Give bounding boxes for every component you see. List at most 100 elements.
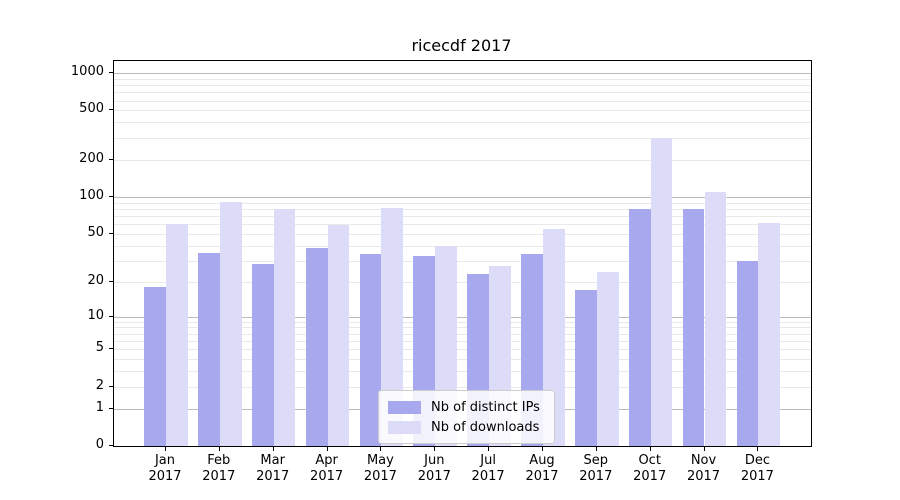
y-tick-mark — [109, 445, 113, 446]
gridline-minor — [114, 260, 811, 262]
legend-label-downloads: Nb of downloads — [431, 419, 540, 435]
x-tick-mark — [649, 447, 651, 451]
plot-area — [113, 60, 812, 447]
x-tick-mark — [272, 447, 274, 451]
legend-item-downloads: Nb of downloads — [388, 417, 540, 437]
gridline-minor — [114, 327, 811, 329]
gridline-minor — [114, 215, 811, 217]
y-tick-mark — [109, 407, 113, 409]
legend-swatch-distinct-ips — [388, 400, 421, 414]
gridline-minor — [114, 137, 811, 139]
y-tick-mark — [109, 72, 113, 73]
x-tick-label: Dec 2017 — [740, 453, 774, 484]
gridline-minor — [114, 333, 811, 335]
gridline-minor — [114, 224, 811, 226]
x-tick-mark — [542, 447, 543, 451]
x-tick-label: Mar 2017 — [256, 453, 290, 484]
y-tick-label: 0 — [95, 437, 104, 452]
gridline-minor — [114, 208, 811, 210]
gridline-minor — [114, 371, 811, 373]
x-tick-mark — [434, 447, 436, 451]
gridline-minor — [114, 85, 811, 87]
y-tick-mark — [109, 232, 113, 234]
x-tick-label: Nov 2017 — [686, 453, 721, 484]
x-tick-label: May 2017 — [363, 453, 397, 484]
gridline-minor — [114, 122, 811, 124]
bar-downloads — [166, 224, 188, 446]
x-tick-label: Feb 2017 — [202, 453, 236, 484]
y-tick-label: 50 — [87, 224, 104, 240]
x-tick-label: Aug 2017 — [525, 453, 559, 484]
bar-downloads — [219, 201, 242, 446]
gridline-major — [114, 73, 811, 74]
gridline-major — [114, 196, 811, 198]
gridline-minor — [114, 321, 811, 323]
gridline-minor — [114, 159, 811, 161]
legend-swatch-downloads — [388, 420, 421, 434]
bar-downloads — [704, 191, 727, 446]
bar-downloads — [596, 272, 619, 446]
x-tick-mark — [757, 447, 759, 451]
gridline-minor — [114, 233, 811, 235]
bar-distinct-ips — [144, 287, 166, 446]
bar-downloads — [273, 209, 296, 446]
y-tick-mark — [109, 158, 113, 160]
gridline-minor — [114, 281, 811, 283]
x-tick-mark — [218, 447, 220, 451]
x-tick-mark — [380, 447, 382, 451]
gridline-minor — [114, 245, 811, 247]
bar-distinct-ips — [575, 290, 597, 446]
bar-distinct-ips — [305, 248, 328, 446]
bar-distinct-ips — [359, 254, 382, 446]
x-tick-label: Apr 2017 — [310, 453, 344, 484]
gridline-minor — [114, 110, 811, 112]
y-tick-mark — [109, 348, 113, 350]
x-tick-label: Jan 2017 — [148, 453, 182, 484]
gridline-minor — [114, 341, 811, 342]
x-tick-mark — [595, 447, 597, 451]
gridline-minor — [114, 386, 811, 388]
x-tick-mark — [703, 447, 705, 451]
gridline-major — [114, 316, 811, 318]
gridline-minor — [114, 100, 811, 102]
x-tick-mark — [488, 447, 490, 451]
x-tick-label: Sep 2017 — [579, 453, 613, 484]
chart-title: ricecdf 2017 — [411, 36, 512, 55]
x-tick-label: Oct 2017 — [633, 453, 667, 484]
y-tick-label: 5 — [95, 340, 104, 356]
legend: Nb of distinct IPs Nb of downloads — [378, 390, 555, 444]
y-tick-label: 1 — [95, 399, 104, 415]
bar-downloads — [758, 223, 781, 446]
y-tick-label: 2 — [95, 377, 104, 393]
gridline-minor — [114, 202, 811, 204]
bar-distinct-ips — [251, 264, 274, 446]
bar-distinct-ips — [736, 260, 759, 446]
bar-downloads — [381, 208, 404, 446]
y-tick-mark — [109, 315, 113, 317]
gridline-minor — [114, 78, 811, 80]
bar-distinct-ips — [198, 252, 220, 446]
x-tick-label: Jun 2017 — [417, 453, 451, 484]
x-tick-mark — [165, 447, 166, 451]
y-tick-mark — [109, 195, 113, 197]
bar-distinct-ips — [682, 209, 705, 446]
y-tick-label: 500 — [79, 101, 104, 117]
legend-item-distinct-ips: Nb of distinct IPs — [388, 397, 540, 417]
x-tick-label: Jul 2017 — [471, 453, 505, 484]
y-tick-label: 100 — [79, 187, 104, 203]
y-tick-mark — [109, 280, 113, 282]
bar-downloads — [650, 137, 673, 446]
x-tick-mark — [326, 447, 328, 451]
y-tick-label: 20 — [87, 272, 104, 288]
legend-label-distinct-ips: Nb of distinct IPs — [431, 399, 540, 415]
y-tick-label: 200 — [79, 150, 104, 166]
y-tick-mark — [109, 109, 113, 111]
bar-distinct-ips — [628, 208, 651, 446]
gridline-minor — [114, 349, 811, 351]
gridline-minor — [114, 92, 811, 94]
y-tick-label: 10 — [87, 307, 104, 323]
y-tick-mark — [109, 385, 113, 387]
y-tick-label: 1000 — [70, 64, 104, 79]
gridline-minor — [114, 359, 811, 361]
